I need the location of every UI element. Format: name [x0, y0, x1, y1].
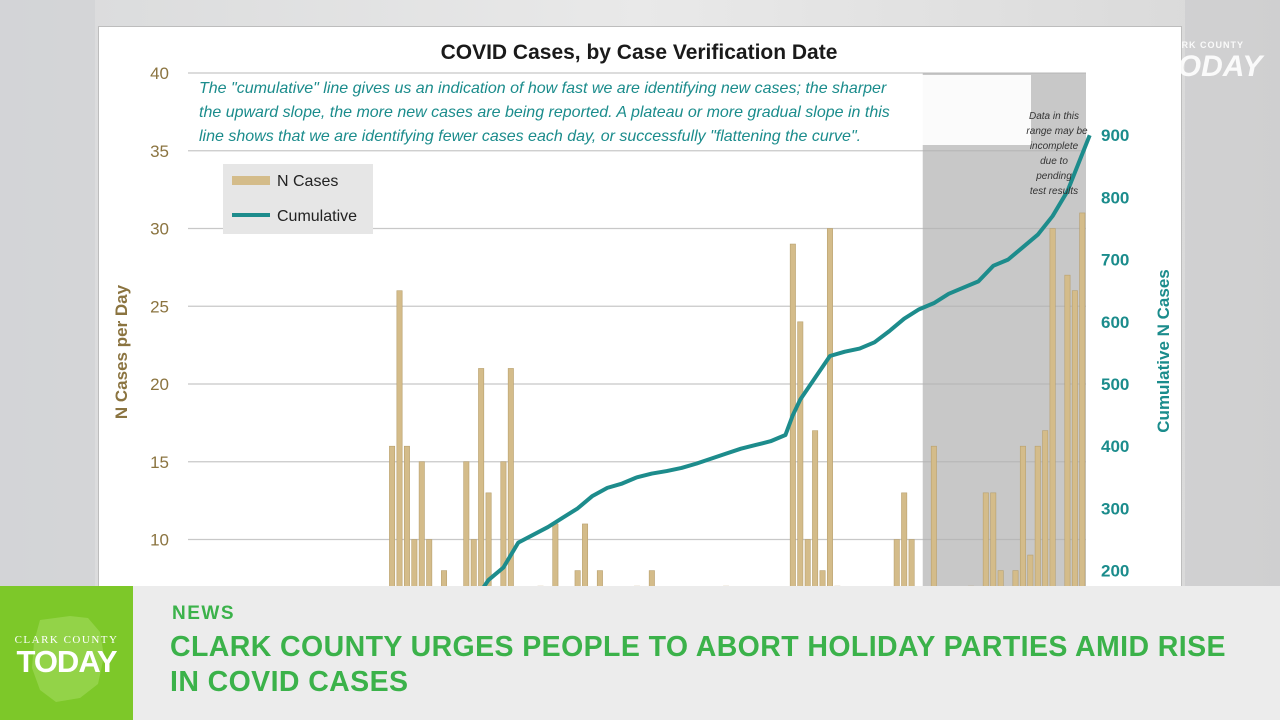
legend: N Cases Cumulative — [223, 164, 373, 234]
chart-title: COVID Cases, by Case Verification Date — [441, 41, 838, 64]
bar-n-cases — [478, 368, 485, 607]
y2-tick-label: 300 — [1101, 499, 1129, 518]
category-label: NEWS — [172, 603, 235, 624]
bar-n-cases — [826, 228, 833, 607]
annotation-line-3: line shows that we are identifying fewer… — [199, 128, 861, 145]
bar-n-cases — [804, 539, 811, 607]
y-tick-label: 35 — [150, 142, 169, 161]
y2-tick-label: 600 — [1101, 313, 1129, 332]
y2-tick-label: 800 — [1101, 188, 1129, 207]
bar-n-cases — [812, 430, 819, 607]
bar-n-cases — [1019, 445, 1026, 607]
watermark-main-text: TODAY — [1160, 50, 1263, 83]
bar-n-cases — [411, 539, 418, 607]
bar-n-cases — [893, 539, 900, 607]
y-axis-label: N Cases per Day — [112, 284, 131, 419]
bar-n-cases — [500, 461, 507, 607]
station-watermark-logo: CLARK COUNTY TODAY — [1160, 40, 1270, 110]
chart-panel: COVID Cases, by Case Verification Date T… — [98, 26, 1182, 608]
bar-n-cases — [1042, 430, 1049, 607]
bar-n-cases — [426, 539, 433, 607]
y-tick-label: 10 — [150, 531, 169, 550]
legend-swatch-n-cases — [232, 176, 270, 185]
bar-n-cases — [582, 523, 589, 607]
bar-n-cases — [789, 243, 796, 607]
bar-n-cases — [1079, 212, 1086, 607]
news-lower-third: CLARK COUNTY TODAY NEWS CLARK COUNTY URG… — [0, 586, 1280, 720]
y2-axis-label: Cumulative N Cases — [1154, 269, 1173, 432]
bar-n-cases — [1034, 445, 1041, 607]
shaded-note-line-2: range may be — [1026, 126, 1088, 137]
y2-tick-label: 900 — [1101, 126, 1129, 145]
shaded-note-line-1: Data in this — [1029, 111, 1079, 122]
logo-top-text: CLARK COUNTY — [14, 634, 119, 646]
headline: CLARK COUNTY URGES PEOPLE TO ABORT HOLID… — [170, 631, 1226, 698]
cumulative-line — [462, 134, 1092, 607]
y2-tick-label: 200 — [1101, 562, 1129, 581]
shaded-note-line-3: incomplete — [1030, 141, 1079, 152]
y-tick-label: 15 — [150, 453, 169, 472]
incomplete-data-shading — [922, 73, 1086, 607]
y-tick-label: 40 — [150, 64, 169, 83]
bar-n-cases — [1049, 228, 1056, 607]
watermark-small-text: CLARK COUNTY — [1160, 40, 1244, 50]
clark-county-today-logo: CLARK COUNTY TODAY — [0, 586, 133, 720]
y-tick-label: 30 — [150, 220, 169, 239]
logo-main-text: TODAY — [16, 644, 117, 679]
y2-tick-label: 700 — [1101, 251, 1129, 270]
annotation-line-2: the upward slope, the more new cases are… — [199, 104, 890, 121]
bar-n-cases — [418, 461, 425, 607]
bar-n-cases — [908, 539, 915, 607]
legend-label-n-cases: N Cases — [277, 173, 338, 190]
bar-n-cases — [930, 445, 937, 607]
y-tick-label: 25 — [150, 297, 169, 316]
legend-label-cumulative: Cumulative — [277, 208, 357, 225]
bar-n-cases — [1064, 274, 1071, 607]
bar-n-cases — [1071, 290, 1078, 607]
bar-n-cases — [797, 321, 804, 607]
bar-n-cases — [463, 461, 470, 607]
covid-cases-chart: COVID Cases, by Case Verification Date T… — [112, 41, 1173, 607]
shaded-note: Data in this range may be incomplete due… — [1026, 111, 1088, 197]
y-tick-label: 20 — [150, 375, 169, 394]
county-map-icon — [32, 616, 104, 702]
bar-n-cases — [389, 445, 396, 607]
shaded-note-line-6: test results — [1030, 186, 1078, 197]
shaded-note-line-5: pending — [1035, 171, 1072, 182]
shaded-note-line-4: due to — [1040, 156, 1068, 167]
y2-tick-label: 500 — [1101, 375, 1129, 394]
annotation-line-1: The "cumulative" line gives us an indica… — [199, 80, 887, 97]
bar-n-cases — [396, 290, 403, 607]
bar-n-cases — [403, 445, 410, 607]
y2-tick-label: 400 — [1101, 437, 1129, 456]
bar-n-cases — [470, 539, 477, 607]
bar-n-cases — [1027, 554, 1034, 607]
bar-n-cases — [507, 368, 514, 607]
